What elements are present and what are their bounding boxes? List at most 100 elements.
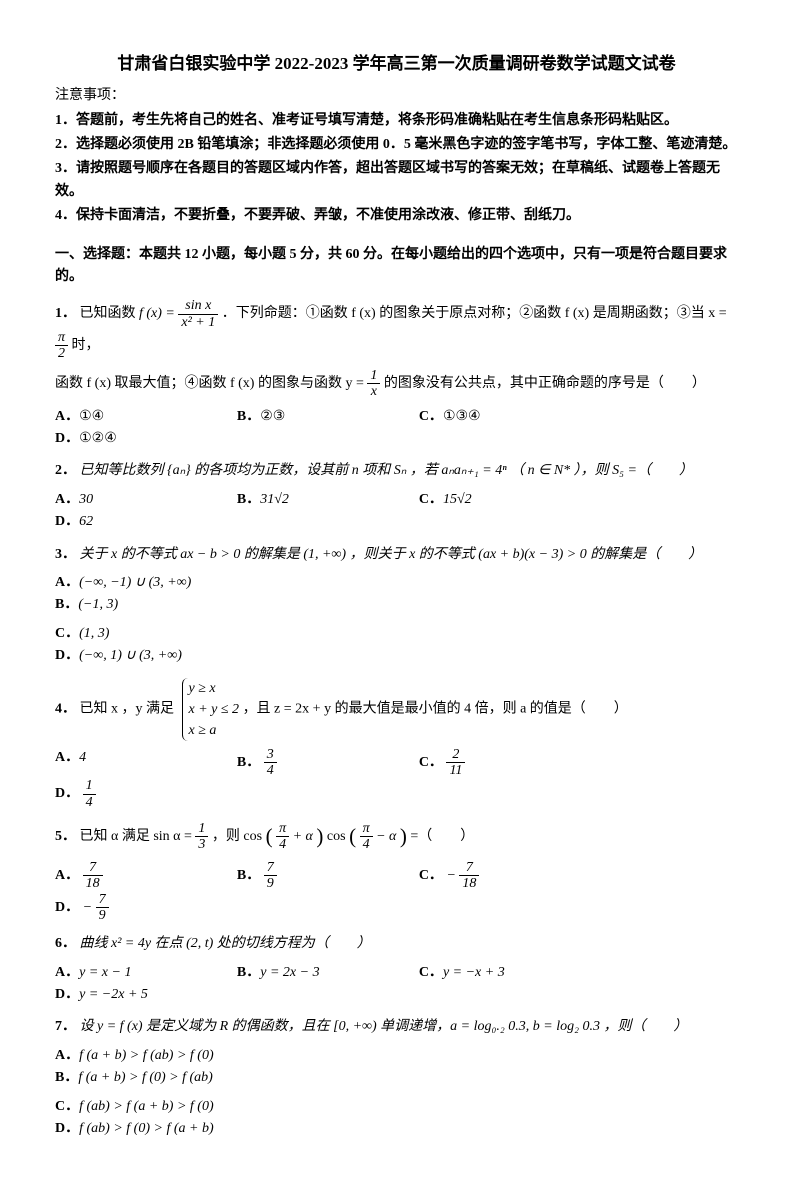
paren-icon: ( [266, 824, 273, 848]
q2-opt-c-text: 15√2 [443, 492, 472, 507]
q5-body-b: ，则 cos [212, 829, 262, 844]
q2-opt-d-text: 62 [79, 514, 93, 529]
q1-opt-b-text: ②③ [260, 409, 285, 424]
q1-pihalf-num: π [55, 330, 68, 346]
q7-options-row2: C．f (ab) > f (a + b) > f (0) D．f (ab) > … [55, 1096, 738, 1141]
q6-num: 6． [55, 936, 76, 951]
q4-opt-c-den: 11 [446, 763, 465, 778]
exam-title: 甘肃省白银实验中学 2022-2023 学年高三第一次质量调研卷数学试题文试卷 [55, 50, 738, 77]
q2-option-c: C．15√2 [419, 489, 601, 511]
q7-opt-d-text: f (ab) > f (0) > f (a + b) [79, 1121, 213, 1136]
q5-opt-d-prefix: − [83, 900, 92, 915]
q2-num: 2． [55, 463, 76, 478]
q1-num: 1． [55, 306, 76, 321]
q6-opt-b-text: y = 2x − 3 [260, 965, 319, 980]
q5-arg1-den: 4 [276, 837, 289, 852]
q6-option-c: C．y = −x + 3 [419, 962, 601, 984]
q5-option-a: A． 7 18 [55, 860, 237, 892]
q6-options: A．y = x − 1 B．y = 2x − 3 C．y = −x + 3 D．… [55, 962, 738, 1007]
q4-option-d: D． 1 4 [55, 778, 237, 810]
notice-3: 3．请按照题号顺序在各题目的答题区域内作答，超出答题区域书写的答案无效；在草稿纸… [55, 158, 738, 203]
q5-arg2-num: π [360, 821, 373, 837]
paren-icon: ) [400, 824, 407, 848]
q5-arg1-num: π [276, 821, 289, 837]
q1-body-b: ．下列命题：①函数 f (x) 的图象关于原点对称；②函数 f (x) 是周期函… [222, 306, 727, 321]
q1-frac2: 1 x [367, 368, 380, 400]
q3-opt-c-text: (1, 3) [79, 626, 109, 641]
q1-frac2-den: x [367, 384, 380, 399]
q5-opt-d-num: 7 [96, 892, 109, 908]
q1-body-c: 时， [72, 338, 100, 353]
q4-opt-c-num: 2 [446, 747, 465, 763]
q7-opt-c-text: f (ab) > f (a + b) > f (0) [79, 1099, 213, 1114]
q5-body-a: 已知 α 满足 sin α = [80, 829, 196, 844]
q4-opt-b-frac: 3 4 [264, 747, 277, 779]
q2-options: A．30 B．31√2 C．15√2 D．62 [55, 489, 738, 534]
q1-line2-a: 函数 f (x) 取最大值；④函数 f (x) 的图象与函数 y = [55, 376, 367, 391]
q6-body: 曲线 x² = 4y 在点 (2, t) 处的切线方程为（ ） [80, 936, 371, 951]
q1-option-d: D．①②④ [55, 428, 237, 450]
q1-frac-num: sin x [178, 298, 218, 314]
q1-frac-den: x² + 1 [178, 315, 218, 330]
q3-options-row1: A．(−∞, −1) ∪ (3, +∞) B．(−1, 3) [55, 572, 738, 617]
q4-option-c: C． 2 11 [419, 747, 601, 779]
paren-icon: ( [349, 824, 356, 848]
q5-opt-d-frac: 7 9 [96, 892, 109, 924]
q6-opt-d-text: y = −2x + 5 [79, 987, 148, 1002]
q5-option-d: D． − 7 9 [55, 892, 237, 924]
q5-arg2-den: 4 [360, 837, 373, 852]
q7-opt-a-text: f (a + b) > f (ab) > f (0) [79, 1048, 213, 1063]
q4-option-b: B． 3 4 [237, 747, 419, 779]
q3-option-a: A．(−∞, −1) ∪ (3, +∞) [55, 572, 401, 594]
q4-opt-d-num: 1 [83, 778, 96, 794]
q4-brace-1: y ≥ x [189, 678, 240, 699]
q5-opt-c-den: 18 [459, 876, 479, 891]
q5-opt-b-frac: 7 9 [264, 860, 277, 892]
q2-option-b: B．31√2 [237, 489, 419, 511]
question-1-line2: 函数 f (x) 取最大值；④函数 f (x) 的图象与函数 y = 1 x 的… [55, 368, 738, 400]
notice-header: 注意事项： [55, 85, 738, 107]
q1-option-c: C．①③④ [419, 406, 601, 428]
q1-opt-c-text: ①③④ [443, 409, 481, 424]
q1-opt-d-text: ①②④ [79, 431, 117, 446]
q6-option-a: A．y = x − 1 [55, 962, 237, 984]
q5-opt-b-den: 9 [264, 876, 277, 891]
q3-opt-b-text: (−1, 3) [78, 597, 118, 612]
q5-opt-c-num: 7 [459, 860, 479, 876]
question-3: 3． 关于 x 的不等式 ax − b > 0 的解集是 (1, +∞) ，则关… [55, 544, 738, 566]
q5-opt-c-prefix: − [446, 868, 455, 883]
q5-opt-d-den: 9 [96, 908, 109, 923]
q4-option-a: A．4 [55, 747, 237, 779]
notice-1: 1．答题前，考生先将自己的姓名、准考证号填写清楚，将条形码准确粘贴在考生信息条形… [55, 110, 738, 132]
q1-fx: f (x) = [139, 306, 178, 321]
q5-opt-c-frac: 7 18 [459, 860, 479, 892]
q6-opt-a-text: y = x − 1 [79, 965, 131, 980]
q4-brace: y ≥ x x + y ≤ 2 x ≥ a [182, 678, 240, 741]
q1-options: A．①④ B．②③ C．①③④ D．①②④ [55, 406, 738, 451]
q6-opt-c-text: y = −x + 3 [443, 965, 505, 980]
question-5: 5． 已知 α 满足 sin α = 1 3 ，则 cos ( π 4 + α … [55, 820, 738, 854]
question-1: 1． 已知函数 f (x) = sin x x² + 1 ．下列命题：①函数 f… [55, 298, 738, 362]
q1-frac2-num: 1 [367, 368, 380, 384]
q3-body: 关于 x 的不等式 ax − b > 0 的解集是 (1, +∞) ，则关于 x… [80, 547, 703, 562]
q2-opt-b-text: 31√2 [260, 492, 289, 507]
question-7: 7． 设 y = f (x) 是定义域为 R 的偶函数，且在 [0, +∞) 单… [55, 1016, 738, 1038]
q5-frac: 1 3 [195, 821, 208, 853]
q3-option-c: C．(1, 3) [55, 623, 401, 645]
q5-body-d: =（ ） [410, 829, 474, 844]
q5-arg1-frac: π 4 [276, 821, 289, 853]
q1-frac: sin x x² + 1 [178, 298, 218, 330]
q6-option-b: B．y = 2x − 3 [237, 962, 419, 984]
notice-4: 4．保持卡面清洁，不要折叠，不要弄破、弄皱，不准使用涂改液、修正带、刮纸刀。 [55, 205, 738, 227]
question-4: 4． 已知 x ，y 满足 y ≥ x x + y ≤ 2 x ≥ a ，且 z… [55, 678, 738, 741]
q7-opt-b-text: f (a + b) > f (0) > f (ab) [78, 1070, 212, 1085]
q5-options: A． 7 18 B． 7 9 C． − 7 18 D． − 7 9 [55, 860, 738, 924]
q2-body: 已知等比数列 {aₙ} 的各项均为正数，设其前 n 项和 Sₙ ，若 aₙaₙ₊… [80, 463, 693, 478]
q1-opt-a-text: ①④ [79, 409, 104, 424]
q4-opt-b-den: 4 [264, 763, 277, 778]
q2-opt-a-text: 30 [79, 492, 93, 507]
q7-option-b: B．f (a + b) > f (0) > f (ab) [55, 1067, 401, 1089]
q5-option-c: C． − 7 18 [419, 860, 601, 892]
q7-option-a: A．f (a + b) > f (ab) > f (0) [55, 1045, 401, 1067]
q7-body: 设 y = f (x) 是定义域为 R 的偶函数，且在 [0, +∞) 单调递增… [80, 1019, 688, 1034]
